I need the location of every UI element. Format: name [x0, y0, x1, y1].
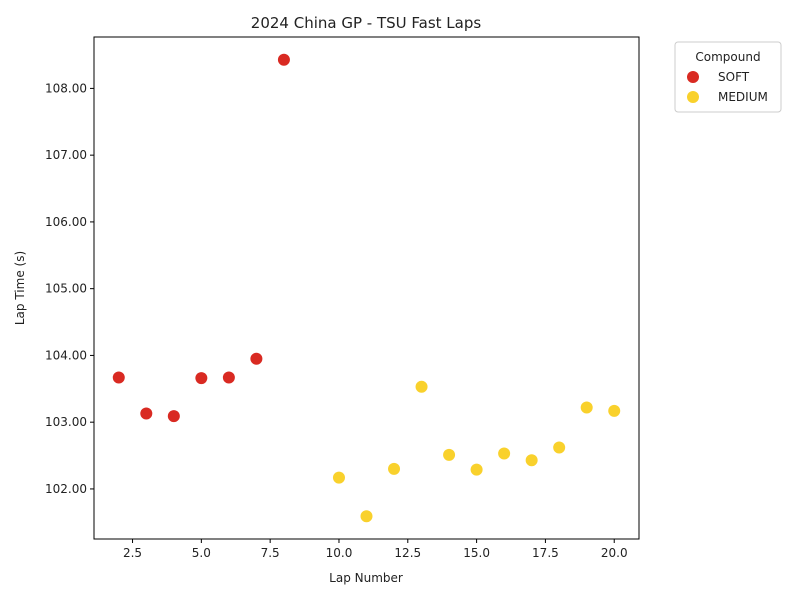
x-tick-label: 15.0 — [463, 546, 490, 560]
legend-label-medium: MEDIUM — [718, 90, 768, 104]
legend: Compound SOFT MEDIUM — [674, 41, 782, 113]
legend-marker-soft — [687, 71, 699, 83]
legend-marker-medium — [687, 91, 699, 103]
x-tick-label: 7.5 — [261, 546, 280, 560]
chart-title: 2024 China GP - TSU Fast Laps — [251, 14, 482, 32]
point-medium — [388, 462, 401, 475]
point-medium — [608, 404, 621, 417]
y-axis: 102.00 103.00 104.00 105.00 106.00 107.00 108.… — [45, 81, 94, 496]
x-tick-label: 20.0 — [601, 546, 628, 560]
legend-title: Compound — [695, 50, 760, 64]
data-points — [112, 53, 621, 523]
point-soft — [112, 371, 125, 384]
point-soft — [140, 407, 153, 420]
point-medium — [470, 463, 483, 476]
point-soft — [195, 372, 208, 385]
plot-area — [93, 36, 640, 540]
legend-label-soft: SOFT — [718, 70, 750, 84]
x-tick-label: 5.0 — [192, 546, 211, 560]
y-tick-label: 103.00 — [45, 415, 87, 429]
y-tick-label: 106.00 — [45, 215, 87, 229]
x-axis-label: Lap Number — [329, 571, 403, 585]
y-tick-label: 105.00 — [45, 282, 87, 296]
point-medium — [498, 447, 511, 460]
point-medium — [415, 380, 428, 393]
y-tick-label: 108.00 — [45, 81, 87, 95]
point-medium — [525, 454, 538, 467]
point-medium — [580, 401, 593, 414]
x-tick-label: 10.0 — [326, 546, 353, 560]
y-axis-label: Lap Time (s) — [13, 251, 27, 325]
x-tick-label: 12.5 — [394, 546, 421, 560]
legend-frame — [674, 41, 782, 113]
point-medium — [443, 448, 456, 461]
point-soft — [222, 371, 235, 384]
y-tick-label: 102.00 — [45, 482, 87, 496]
point-medium — [360, 510, 373, 523]
point-medium — [553, 441, 566, 454]
x-tick-label: 17.5 — [532, 546, 559, 560]
x-axis: 2.5 5.0 7.5 10.0 12.5 15.0 17.5 20.0 — [123, 539, 628, 560]
point-soft — [277, 53, 290, 66]
point-medium — [332, 471, 345, 484]
x-tick-label: 2.5 — [123, 546, 142, 560]
y-tick-label: 107.00 — [45, 148, 87, 162]
point-soft — [250, 352, 263, 365]
point-soft — [167, 410, 180, 423]
y-tick-label: 104.00 — [45, 348, 87, 362]
